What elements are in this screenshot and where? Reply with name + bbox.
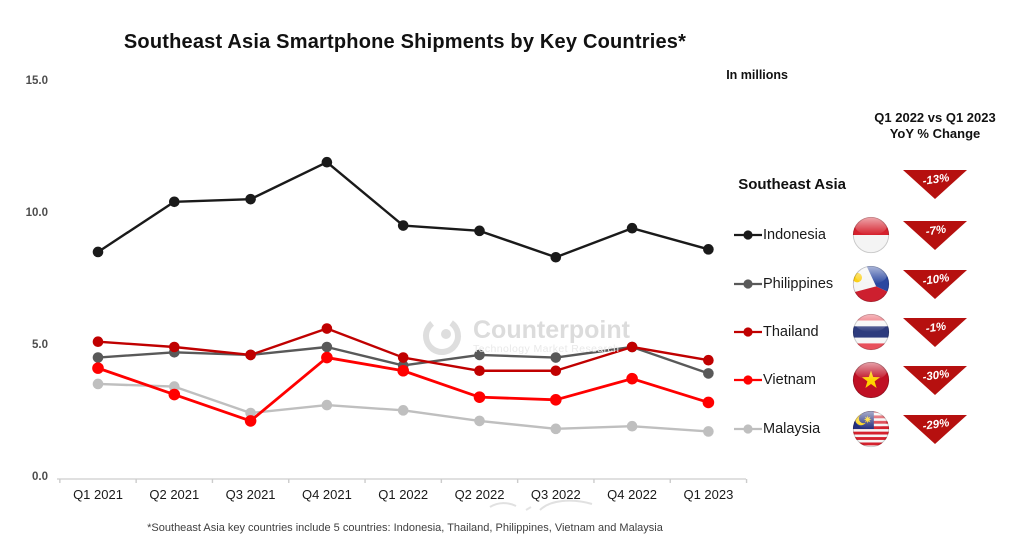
- y-axis-label: 15.0: [25, 75, 48, 87]
- data-point-indonesia: [550, 251, 562, 263]
- malaysia-flag-icon: [852, 410, 890, 448]
- x-axis-label: Q4 2022: [607, 487, 658, 502]
- x-axis-label: Q3 2022: [530, 487, 581, 502]
- panel-row-vietnam: Vietnam -30%: [660, 360, 990, 400]
- data-point-malaysia: [397, 405, 409, 416]
- data-point-thailand: [169, 341, 180, 353]
- data-point-vietnam: [397, 364, 410, 377]
- yoy-header: Q1 2022 vs Q1 2023 YoY % Change: [848, 110, 1022, 141]
- yoy-down-triangle: -10%: [903, 269, 967, 299]
- panel-row-thailand: Thailand -1%: [660, 312, 990, 352]
- panel-row-philippines: Philippines -10%: [660, 264, 990, 304]
- data-point-indonesia: [703, 244, 714, 255]
- data-point-malaysia: [92, 378, 104, 390]
- data-point-vietnam: [702, 396, 715, 409]
- yoy-down-triangle: -30%: [903, 365, 967, 395]
- data-point-vietnam: [626, 372, 638, 385]
- data-point-philippines: [550, 352, 562, 363]
- yoy-header-line2: YoY % Change: [889, 125, 981, 141]
- yoy-down-triangle: -7%: [903, 220, 967, 250]
- panel-row-indonesia: Indonesia -7%: [660, 215, 990, 255]
- yoy-value: -1%: [925, 320, 947, 335]
- yoy-header-line1: Q1 2022 vs Q1 2023: [874, 110, 996, 125]
- data-point-vietnam: [473, 391, 486, 403]
- data-point-thailand: [321, 323, 333, 334]
- yoy-value: -30%: [922, 368, 950, 384]
- data-point-malaysia: [626, 420, 638, 432]
- chart-title: Southeast Asia Smartphone Shipments by K…: [123, 31, 687, 53]
- data-point-indonesia: [397, 220, 409, 231]
- data-point-malaysia: [550, 423, 562, 435]
- panel-row-malaysia: Malaysia: [660, 409, 990, 449]
- indonesia-label: Indonesia: [763, 227, 826, 243]
- philippines-series-marker-icon: [734, 279, 762, 289]
- y-axis-label: 5.0: [32, 339, 48, 351]
- data-point-thailand: [626, 341, 638, 353]
- data-point-philippines: [321, 341, 333, 353]
- data-point-thailand: [703, 354, 714, 366]
- malaysia-series-marker-icon: [734, 424, 762, 434]
- panel-row-southeast-asia: Southeast Asia -13%: [660, 164, 990, 204]
- data-point-indonesia: [92, 246, 104, 258]
- yoy-value: -29%: [922, 417, 950, 433]
- x-axis-label: Q1 2023: [683, 487, 734, 502]
- series-line-indonesia: [97, 160, 709, 259]
- thailand-label: Thailand: [763, 324, 819, 340]
- data-point-philippines: [474, 349, 485, 361]
- thailand-flag-icon: [852, 313, 890, 351]
- yoy-value: -10%: [922, 272, 950, 288]
- data-point-philippines: [92, 352, 104, 363]
- yoy-down-triangle: -29%: [903, 414, 967, 444]
- data-point-indonesia: [474, 225, 485, 237]
- data-point-vietnam: [321, 351, 333, 364]
- faded-watermark-mark: [489, 499, 593, 511]
- data-point-malaysia: [474, 415, 485, 427]
- yoy-value: -13%: [922, 172, 950, 188]
- vietnam-label: Vietnam: [763, 372, 816, 388]
- data-point-indonesia: [321, 156, 333, 168]
- data-point-philippines: [703, 368, 714, 379]
- x-axis-label: Q3 2021: [225, 487, 276, 502]
- vietnam-series-marker-icon: [734, 375, 762, 385]
- data-point-vietnam: [92, 362, 104, 374]
- indonesia-flag-icon: [852, 216, 890, 254]
- data-point-thailand: [397, 352, 409, 363]
- data-point-indonesia: [626, 222, 638, 234]
- philippines-label: Philippines: [763, 276, 834, 292]
- x-axis-label: Q1 2021: [73, 487, 123, 502]
- yoy-value: -7%: [925, 223, 947, 238]
- southeast-asia-label: Southeast Asia: [738, 175, 846, 193]
- data-point-thailand: [245, 349, 256, 361]
- x-axis-label: Q2 2021: [149, 487, 200, 502]
- units-label: In millions: [726, 68, 788, 82]
- yoy-down-triangle: -1%: [903, 317, 967, 347]
- y-axis-label: 10.0: [25, 207, 48, 219]
- x-axis-label: Q4 2021: [301, 487, 352, 502]
- data-point-thailand: [550, 365, 562, 377]
- data-point-thailand: [92, 336, 104, 348]
- data-point-malaysia: [321, 399, 333, 411]
- data-point-vietnam: [168, 388, 181, 401]
- footnote: *Southeast Asia key countries include 5 …: [147, 522, 663, 534]
- yoy-down-triangle: -13%: [903, 169, 967, 199]
- data-point-malaysia: [245, 407, 256, 419]
- philippines-flag-icon: [852, 265, 890, 303]
- data-point-vietnam: [550, 394, 562, 406]
- data-point-vietnam: [244, 415, 257, 427]
- data-point-indonesia: [169, 196, 180, 208]
- data-point-thailand: [474, 365, 485, 377]
- malaysia-label: Malaysia: [763, 421, 821, 437]
- data-point-malaysia: [703, 426, 714, 437]
- data-point-malaysia: [169, 381, 180, 392]
- vietnam-flag-icon: [852, 361, 890, 399]
- x-axis-label: Q2 2022: [454, 487, 505, 502]
- thailand-series-marker-icon: [734, 327, 762, 337]
- x-axis-label: Q1 2022: [378, 487, 429, 502]
- y-axis-label: 0.0: [32, 471, 48, 483]
- data-point-indonesia: [245, 193, 256, 205]
- indonesia-series-marker-icon: [734, 230, 762, 240]
